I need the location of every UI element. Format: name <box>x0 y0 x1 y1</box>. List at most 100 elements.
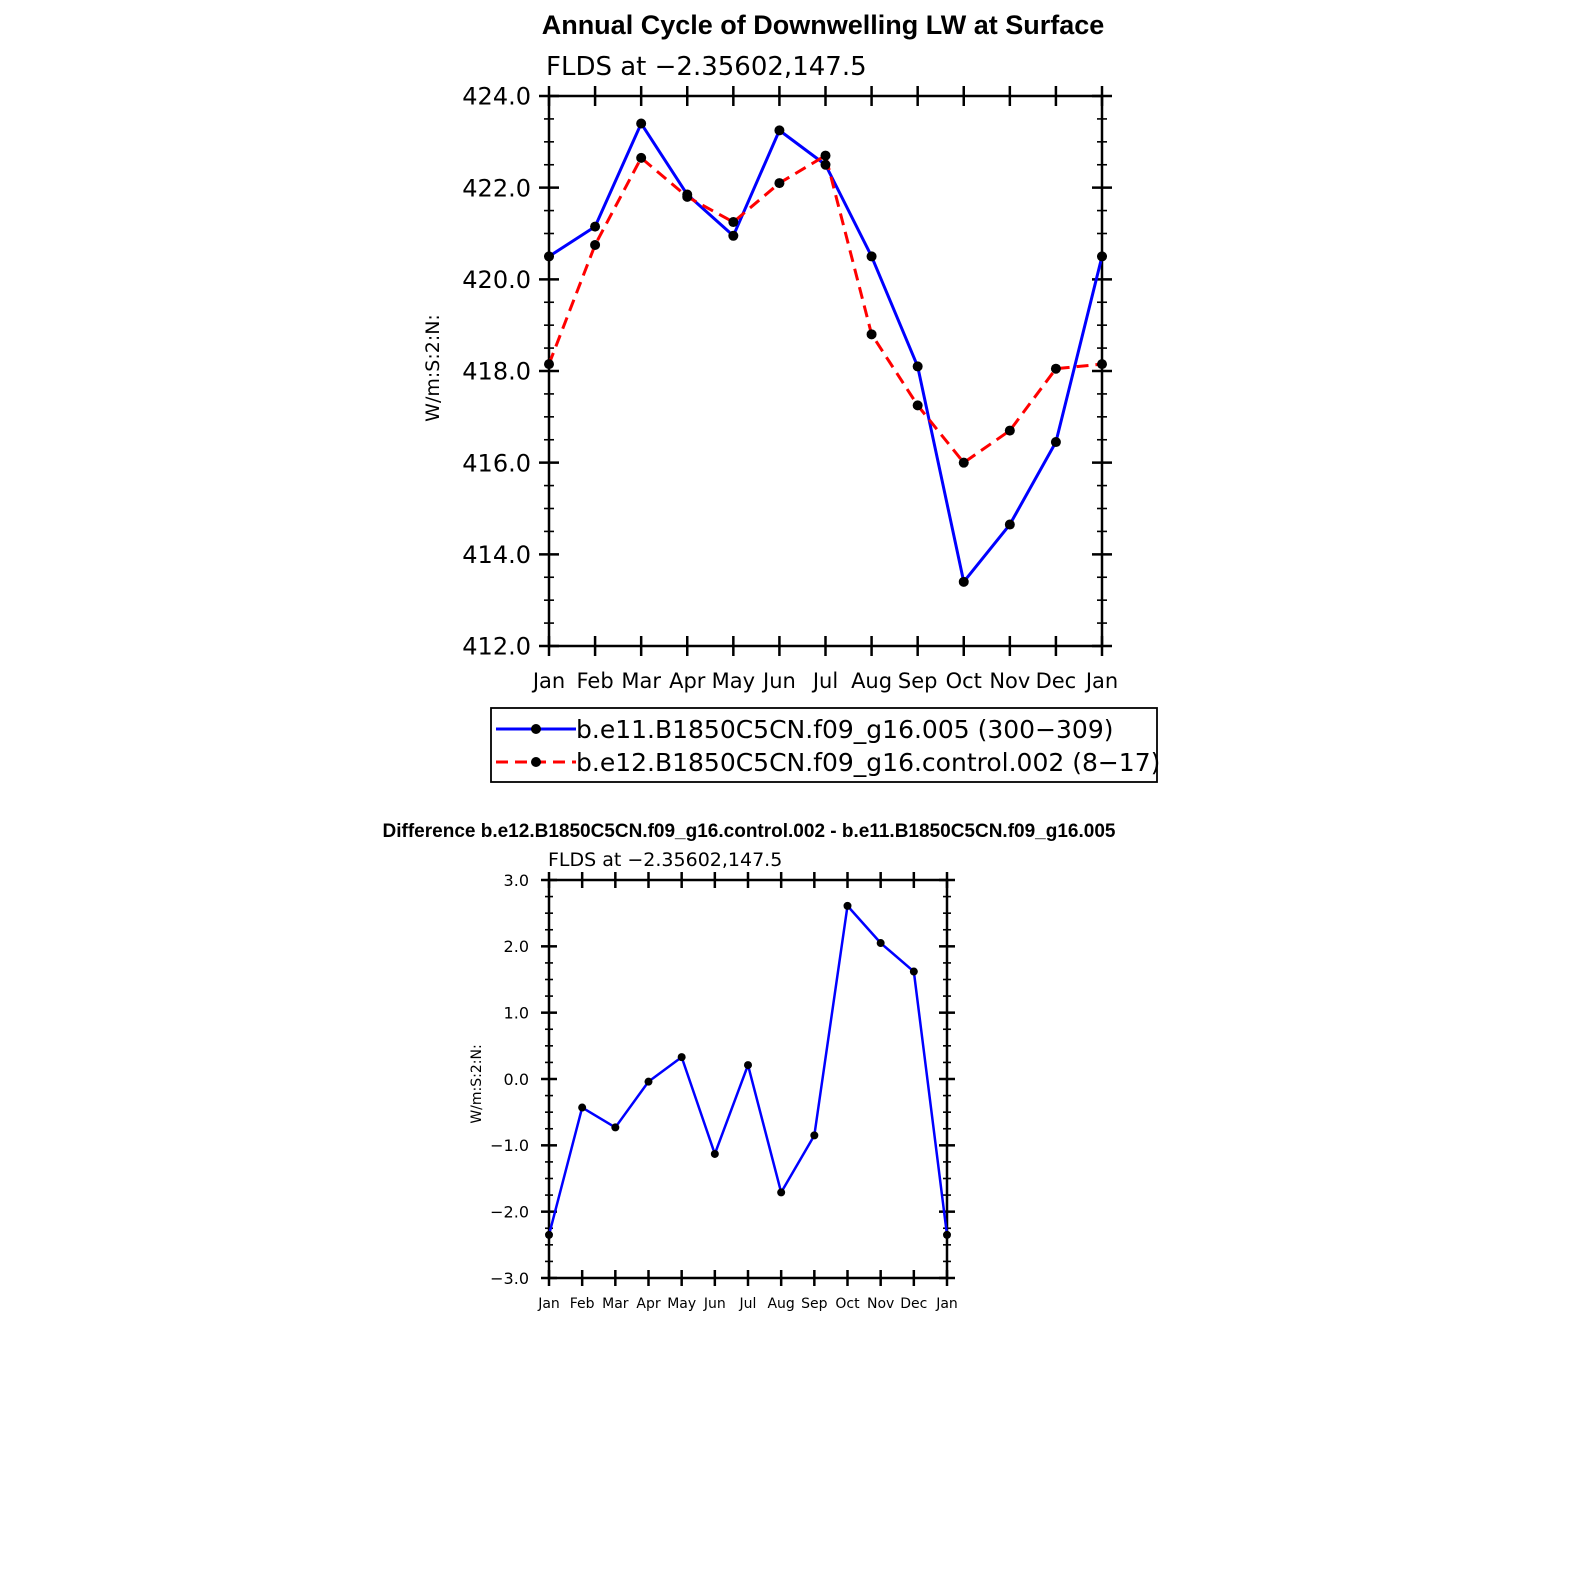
chart1-series-2-point <box>590 239 601 250</box>
chart2-xtick-label: Oct <box>835 1296 860 1312</box>
chart2-xtick-label: Nov <box>867 1296 894 1312</box>
chart1-ytick-label: 418.0 <box>462 358 531 386</box>
chart2-series-1-point <box>710 1149 719 1158</box>
chart2-ytick-label: −2.0 <box>490 1202 529 1221</box>
chart1-series-2-point <box>544 359 554 370</box>
legend-label-series-1: b.e11.B1850C5CN.f09_g16.005 (300−309) <box>576 715 1114 744</box>
chart2-xtick-label: Sep <box>801 1296 828 1312</box>
chart1-axes: 412.0 414.0 416.0 418.0 420.0 422.0 424.0 Jan Fe… <box>462 83 1118 693</box>
chart1-series-2-point <box>866 329 877 340</box>
chart1-series-2-point <box>682 191 693 202</box>
annual-cycle-chart: Annual Cycle of Downwelling LW at Surfac… <box>422 10 1160 783</box>
chart1-ytick-label: 420.0 <box>462 266 531 294</box>
chart1-ytick-label: 416.0 <box>462 449 531 477</box>
chart1-series-1-point <box>1097 251 1107 262</box>
chart1-xtick-label: Aug <box>851 669 892 693</box>
chart2-series-1-point <box>843 901 852 910</box>
chart1-xtick-label: May <box>712 669 755 693</box>
legend-marker-series-1 <box>531 724 541 734</box>
chart1-series-2-point <box>958 457 969 468</box>
chart2-xtick-label: Jan <box>935 1296 958 1312</box>
chart2-xtick-label: May <box>667 1296 696 1312</box>
chart2-series-1-point <box>943 1230 951 1239</box>
chart1-xtick-label: Nov <box>989 669 1030 693</box>
chart1-series-1-point <box>590 221 601 232</box>
chart2-xtick-label: Mar <box>602 1296 629 1312</box>
chart1-series-1-point <box>820 159 831 170</box>
legend-label-series-2: b.e12.B1850C5CN.f09_g16.control.002 (8−1… <box>576 748 1160 777</box>
chart2-xtick-label: Jun <box>703 1296 726 1312</box>
chart1-xtick-label: Jun <box>761 669 796 693</box>
chart2-ytick-label: 0.0 <box>504 1070 529 1089</box>
chart1-xtick-label: Mar <box>621 669 661 693</box>
chart1-series-2-point <box>1004 425 1015 436</box>
chart1-xtick-label: Apr <box>669 669 706 693</box>
chart1-series-2-point <box>1050 363 1061 374</box>
chart2-series <box>545 901 951 1239</box>
chart2-xtick-label: Jan <box>537 1296 560 1312</box>
chart2-series-1-point <box>578 1103 587 1112</box>
chart2-subtitle: FLDS at −2.35602,147.5 <box>548 849 782 871</box>
chart1-series-1-point <box>636 118 647 129</box>
chart1-series-2-point <box>820 150 831 161</box>
chart1-xtick-label: Dec <box>1036 669 1077 693</box>
chart2-ylabel: W/m:S:2:N: <box>469 1044 485 1123</box>
chart2-title: Difference b.e12.B1850C5CN.f09_g16.contr… <box>383 821 1116 842</box>
chart2-series-1-point <box>744 1061 752 1070</box>
chart1-series-1-point <box>728 230 739 241</box>
chart1-series-2-point <box>1097 359 1107 370</box>
chart1-series-2-point <box>912 400 923 411</box>
chart1-xtick-label: Oct <box>946 669 982 693</box>
legend-marker-series-2 <box>531 757 541 767</box>
chart1-xtick-label: Jan <box>1084 669 1118 693</box>
chart1-plot-frame <box>547 94 1104 648</box>
chart2-series-1-point <box>777 1188 786 1197</box>
chart1-series-1-point <box>1050 437 1061 448</box>
chart1-series-1-point <box>1004 519 1015 530</box>
chart2-xtick-label: Apr <box>636 1296 660 1312</box>
chart2-series-1-point <box>810 1131 819 1140</box>
chart2-series-1-line <box>547 904 949 1236</box>
chart1-series-1-point <box>774 125 785 136</box>
chart1-series-1-line <box>548 122 1104 584</box>
chart2-series-1-point <box>545 1230 553 1239</box>
chart2-series-1-point <box>909 967 918 976</box>
chart1-series-1-point <box>958 576 969 587</box>
difference-chart: Difference b.e12.B1850C5CN.f09_g16.contr… <box>383 821 1116 1312</box>
chart2-xtick-label: Feb <box>570 1296 595 1312</box>
chart2-series-1-point <box>677 1053 686 1062</box>
chart1-xtick-label: Jul <box>811 669 838 693</box>
chart2-plot-frame <box>547 878 949 1280</box>
chart1-series-1-point <box>544 251 554 262</box>
chart1-xtick-label: Jan <box>531 669 565 693</box>
chart1-ylabel: W/m:S:2:N: <box>422 314 444 422</box>
chart1-ytick-label: 414.0 <box>462 541 531 569</box>
chart1-legend: b.e11.B1850C5CN.f09_g16.005 (300−309) b.… <box>490 707 1160 783</box>
chart2-ytick-label: 3.0 <box>504 871 529 890</box>
chart1-series-2-point <box>728 217 739 228</box>
chart1-series-2-point <box>636 152 647 163</box>
chart2-series-1-point <box>611 1123 620 1132</box>
chart2-ytick-label: −1.0 <box>490 1136 529 1155</box>
chart1-series-2-point <box>774 178 785 189</box>
chart1-title: Annual Cycle of Downwelling LW at Surfac… <box>542 10 1105 40</box>
chart1-xtick-label: Feb <box>576 669 613 693</box>
chart2-xtick-label: Dec <box>900 1296 927 1312</box>
chart2-series-1-point <box>644 1077 653 1086</box>
chart1-subtitle: FLDS at −2.35602,147.5 <box>546 52 867 82</box>
chart1-ytick-label: 412.0 <box>462 633 531 661</box>
chart1-ytick-label: 422.0 <box>462 174 531 202</box>
chart1-xtick-label: Sep <box>898 669 938 693</box>
chart2-ytick-label: −3.0 <box>490 1269 529 1288</box>
chart1-series-1-point <box>866 251 877 262</box>
chart1-ytick-label: 424.0 <box>462 83 531 111</box>
chart2-ytick-label: 2.0 <box>504 937 529 956</box>
chart1-series-2-line <box>547 154 1103 465</box>
chart1-series <box>544 118 1107 587</box>
chart1-series-1-point <box>912 361 923 372</box>
legend-box <box>490 707 1158 783</box>
chart2-xtick-label: Aug <box>767 1296 794 1312</box>
chart2-xtick-label: Jul <box>739 1296 757 1312</box>
chart2-axes: −3.0 −2.0 −1.0 0.0 1.0 2.0 3.0 Jan Feb Mar Apr May J… <box>490 871 958 1312</box>
